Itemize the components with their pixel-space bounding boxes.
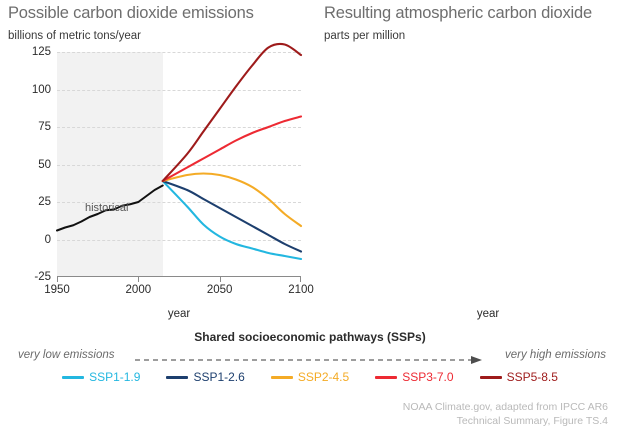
y-axis-tick-label: -25 <box>34 271 51 283</box>
legend-item-label: SSP2-4.5 <box>297 370 350 384</box>
gridline <box>57 52 301 53</box>
legend-item-label: SSP1-1.9 <box>89 370 141 384</box>
legend: Shared socioeconomic pathways (SSPs) ver… <box>0 330 620 400</box>
x-axis-tick-label: 1950 <box>44 284 70 296</box>
series-line-ssp2-4.5 <box>161 172 303 228</box>
panel-emissions: Possible carbon dioxide emissions billio… <box>0 0 314 330</box>
gridline <box>57 239 301 241</box>
legend-title: Shared socioeconomic pathways (SSPs) <box>194 330 426 344</box>
series-line-ssp3-7.0 <box>161 115 303 183</box>
y-axis-tick-label: 125 <box>31 46 51 58</box>
series-line-historical <box>56 184 164 232</box>
legend-item-ssp1-2.6[interactable]: SSP1-2.6 <box>166 370 245 384</box>
legend-low-emissions-label: very low emissions <box>18 349 115 361</box>
y-axis-tick-label: 50 <box>38 158 51 171</box>
attribution: NOAA Climate.gov, adapted from IPCC AR6 … <box>403 400 608 428</box>
legend-swatch-icon <box>270 375 293 379</box>
legend-swatch-icon <box>62 375 85 379</box>
page-title-secondary: Resulting atmospheric carbon dioxide <box>324 4 592 22</box>
x-axis-tick <box>219 277 221 282</box>
attribution-line-2: Technical Summary, Figure TS.4 <box>456 415 608 428</box>
y-axis-tick-label: 75 <box>38 121 51 133</box>
gridline <box>57 164 301 166</box>
legend-item-ssp3-7.0[interactable]: SSP3-7.0 <box>375 370 454 384</box>
emissions-gradient-arrow-icon <box>135 356 482 364</box>
y-axis-unit-label: billions of metric tons/year <box>8 30 141 42</box>
x-axis-tick <box>57 277 58 282</box>
historical-series-label: historical <box>85 202 129 214</box>
y-axis-tick-label: 0 <box>44 233 51 246</box>
legend-item-ssp5-8.5[interactable]: SSP5-8.5 <box>479 370 558 384</box>
attribution-line-1: NOAA Climate.gov, adapted from IPCC AR6 <box>402 401 608 413</box>
series-line-ssp1-1.9 <box>161 179 303 261</box>
legend-item-ssp2-4.5[interactable]: SSP2-4.5 <box>270 370 350 384</box>
x-axis-tick-label: 2050 <box>206 284 233 296</box>
gridline <box>57 202 301 203</box>
x-axis-title-secondary: year <box>476 308 500 320</box>
gridline <box>57 89 301 91</box>
legend-item-ssp1-1.9[interactable]: SSP1-1.9 <box>62 370 140 384</box>
plot-area-emissions: -25 0 25 50 75 100 125 1950 2000 2050 2100 historic… <box>32 42 314 296</box>
legend-swatch-icon <box>375 375 398 379</box>
y-axis-tick-label: 25 <box>38 196 51 208</box>
x-axis-line <box>57 276 301 277</box>
x-axis-tick-label: 2100 <box>288 284 314 296</box>
gridline <box>57 127 301 128</box>
legend-item-label: SSP3-7.0 <box>402 370 454 384</box>
x-axis-tick <box>138 277 140 282</box>
series-lines <box>56 42 303 261</box>
legend-swatch-icon <box>166 375 189 379</box>
y-axis-unit-label-secondary: parts per million <box>324 30 406 42</box>
legend-item-label: SSP5-8.5 <box>506 370 558 384</box>
legend-item-label: SSP1-2.6 <box>193 370 245 384</box>
panel-concentration: Resulting atmospheric carbon dioxide par… <box>310 0 620 330</box>
x-axis-tick <box>300 277 301 282</box>
y-axis-tick-label: 100 <box>31 83 51 96</box>
x-axis-title: year <box>167 308 191 320</box>
x-axis-tick-label: 2000 <box>125 284 152 296</box>
legend-item-list: SSP1-1.9 SSP1-2.6 SSP2-4.5 SSP3-7.0 SSP5-8.5 <box>0 370 620 384</box>
legend-high-emissions-label: very high emissions <box>505 349 606 361</box>
series-line-ssp1-2.6 <box>161 179 303 253</box>
legend-swatch-icon <box>479 375 502 379</box>
series-line-ssp5-8.5 <box>161 42 303 183</box>
page-title: Possible carbon dioxide emissions <box>8 4 254 22</box>
